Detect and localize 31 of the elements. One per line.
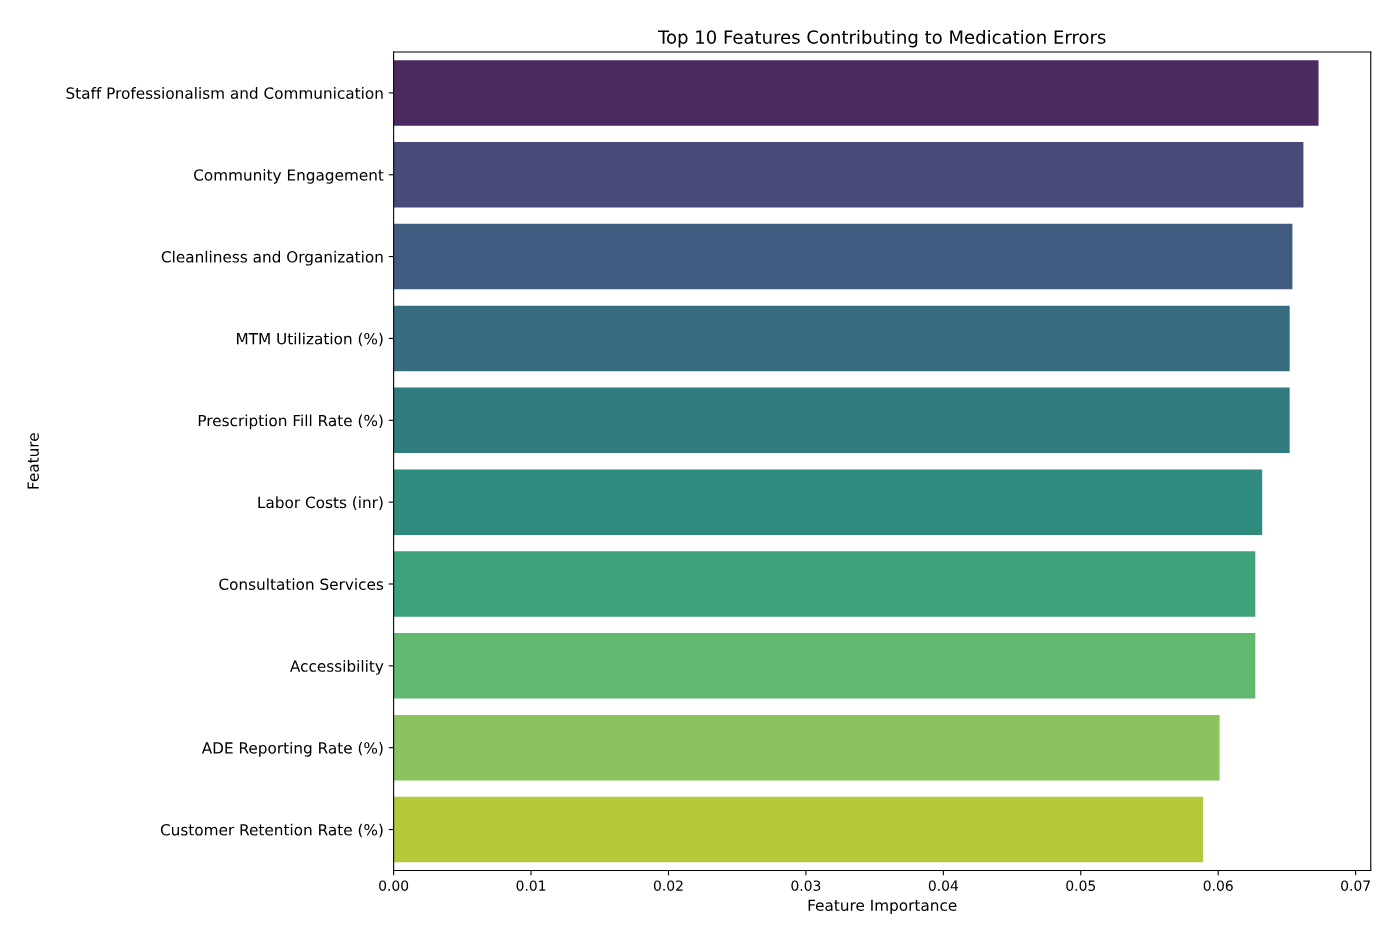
bar [393,551,1256,617]
y-tick-label: ADE Reporting Rate (%) [201,741,383,757]
chart-title: Top 10 Features Contributing to Medication Errors [657,29,1106,48]
x-tick-label: 0.03 [791,880,821,891]
y-tick-label: Consultation Services [219,578,384,591]
y-tick-label: Customer Retention Rate (%) [160,823,383,838]
y-tick-label: Staff Professionalism and Communication [66,87,383,99]
bar [393,714,1220,781]
x-axis-title: Feature Importance [808,899,957,914]
y-tick-label: Labor Costs (inr) [258,496,383,510]
x-tick-label: 0.06 [1203,880,1233,891]
y-tick-label: Community Engagement [194,168,384,184]
bar [393,796,1204,863]
x-tick-label: 0.04 [928,880,959,891]
x-tick-label: 0.00 [379,880,409,891]
y-tick-label: Prescription Fill Rate (%) [198,414,383,430]
bar [393,469,1263,535]
x-tick-label: 0.01 [516,880,546,891]
bar [393,633,1256,699]
bar [393,60,1319,126]
x-tick-label: 0.05 [1066,880,1096,891]
x-tick-label: 0.02 [653,880,683,891]
bar [393,142,1304,208]
bar [393,387,1290,454]
y-tick-label: Accessibility [290,660,384,675]
x-tick-label: 0.07 [1341,880,1370,891]
y-tick-label: MTM Utilization (%) [237,332,383,347]
bar [393,223,1293,290]
y-tick-label: Cleanliness and Organization [161,250,383,266]
y-axis-title: Feature [27,433,39,489]
bar [393,305,1290,372]
